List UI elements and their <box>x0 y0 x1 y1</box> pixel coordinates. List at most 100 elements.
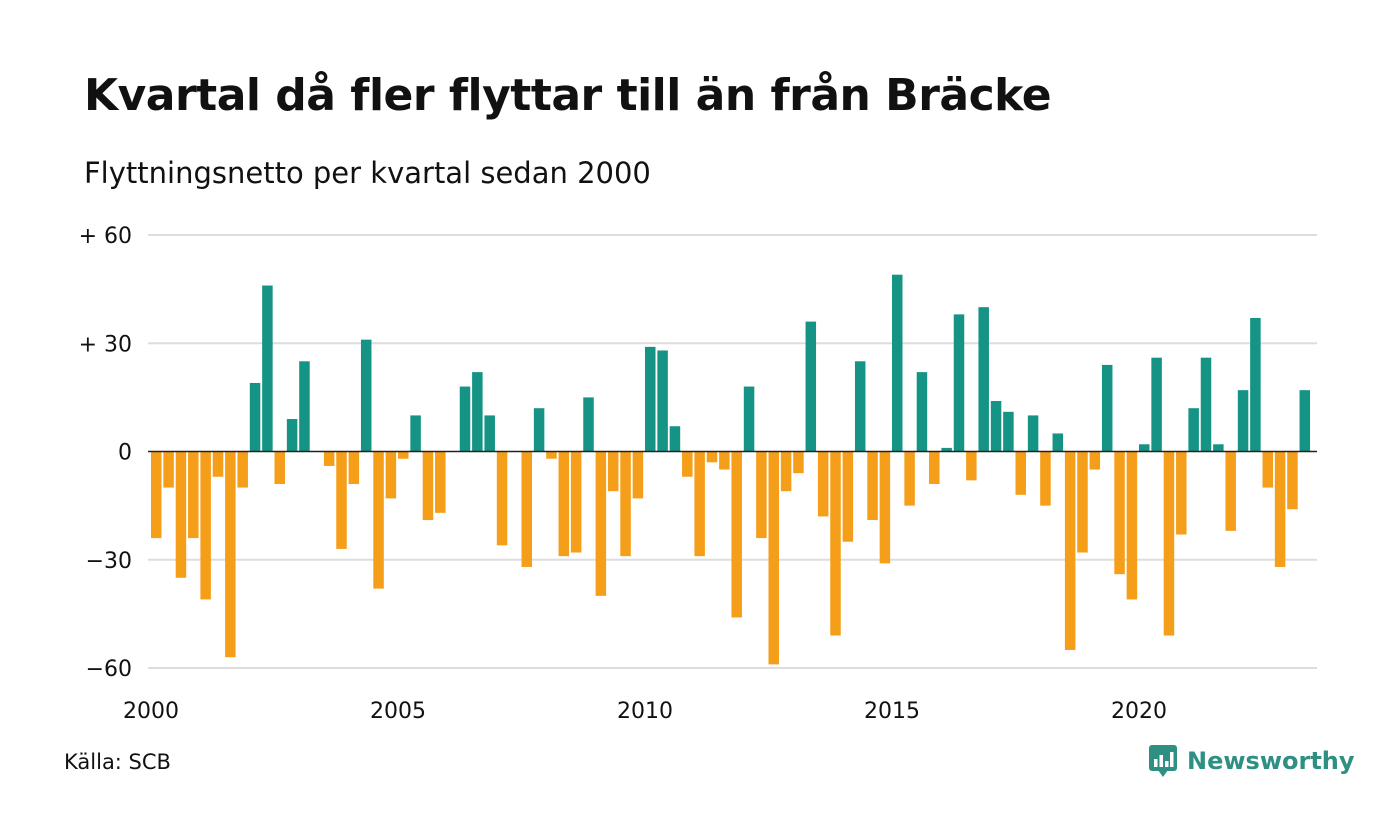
bar-positive <box>805 321 817 452</box>
bar-positive <box>916 372 928 452</box>
x-tick-label: 2020 <box>1111 699 1167 724</box>
bar-positive <box>360 339 372 452</box>
bar-negative <box>768 451 779 665</box>
bar-negative <box>607 451 619 492</box>
bar-negative <box>817 451 829 517</box>
bar-negative <box>188 451 199 539</box>
bar-positive <box>978 307 989 452</box>
brand-logo[interactable]: Newsworthy <box>1148 744 1355 778</box>
x-tick-label: 2000 <box>123 699 179 724</box>
bar-positive <box>484 415 495 452</box>
y-tick-label: −60 <box>86 657 132 682</box>
bar-positive <box>669 426 681 452</box>
bar-negative <box>373 451 384 589</box>
newsworthy-logo-icon <box>1149 745 1177 777</box>
bar-positive <box>1027 415 1039 452</box>
bar-positive <box>990 400 1002 452</box>
bar-positive <box>854 361 866 452</box>
bar-negative <box>151 451 162 539</box>
bar-negative <box>237 451 248 488</box>
bar-positive <box>1052 433 1064 452</box>
bar-negative <box>1077 451 1088 553</box>
bar-negative <box>1287 451 1298 510</box>
bar-negative <box>200 451 211 600</box>
bar-negative <box>780 451 792 492</box>
bar-positive <box>533 408 545 452</box>
brand-name: Newsworthy <box>1187 747 1355 775</box>
axes: + 60 + 30 0 −30 −60 2000 2005 2010 2015 2020 <box>79 224 1317 724</box>
bar-positive <box>249 382 261 452</box>
x-tick-label: 2010 <box>617 699 673 724</box>
bar-positive <box>657 350 668 452</box>
bar-negative <box>694 451 705 557</box>
bar-negative <box>706 451 718 463</box>
bar-positive <box>1299 390 1311 452</box>
bar-positive <box>583 397 594 452</box>
bar-negative <box>274 451 285 484</box>
bar-negative <box>385 451 397 499</box>
bar-negative <box>1274 451 1286 567</box>
bar-negative <box>620 451 631 557</box>
bar-negative <box>682 451 693 477</box>
bar-positive <box>1151 357 1162 452</box>
bar-negative <box>212 451 224 477</box>
y-tick-label: + 60 <box>79 224 132 249</box>
bar-negative <box>904 451 915 506</box>
bar-negative <box>842 451 854 542</box>
bar-negative <box>793 451 804 474</box>
bar-positive <box>1188 408 1199 452</box>
x-tick-label: 2015 <box>864 699 920 724</box>
bar-negative <box>1163 451 1175 636</box>
bar-negative <box>966 451 977 481</box>
bar-negative <box>756 451 767 539</box>
y-tick-label: −30 <box>86 549 132 574</box>
bar-negative <box>1126 451 1138 600</box>
bar-negative <box>521 451 532 567</box>
bar-positive <box>472 372 483 452</box>
bar-negative <box>163 451 174 488</box>
bar-negative <box>632 451 644 499</box>
bars <box>151 274 1311 665</box>
bar-negative <box>398 451 409 459</box>
chart-title: Kvartal då fler flyttar till än från Brä… <box>84 70 1052 121</box>
bar-negative <box>570 451 582 553</box>
bar-negative <box>1089 451 1101 470</box>
bar-positive <box>645 346 656 452</box>
bar-negative <box>1064 451 1076 650</box>
bar-negative <box>1262 451 1273 488</box>
bar-negative <box>558 451 570 557</box>
bar-negative <box>496 451 508 546</box>
bar-negative <box>323 451 335 466</box>
bar-positive <box>262 285 273 452</box>
bar-negative <box>435 451 446 513</box>
y-tick-label: 0 <box>118 441 132 466</box>
source-note: Källa: SCB <box>64 750 171 774</box>
bar-positive <box>953 314 965 452</box>
bar-negative <box>546 451 557 459</box>
bar-positive <box>1200 357 1212 452</box>
bar-positive <box>1250 317 1261 452</box>
bar-negative <box>1114 451 1125 575</box>
bar-negative <box>867 451 878 521</box>
bar-negative <box>595 451 607 596</box>
bar-negative <box>929 451 940 484</box>
bar-positive <box>1237 390 1249 452</box>
bar-negative <box>731 451 742 618</box>
bar-positive <box>1101 364 1113 452</box>
bar-positive <box>941 447 952 452</box>
bar-negative <box>1040 451 1051 506</box>
bar-positive <box>1139 444 1150 452</box>
bar-negative <box>1225 451 1236 531</box>
bar-negative <box>336 451 347 549</box>
bar-positive <box>299 361 310 452</box>
bar-negative <box>348 451 360 484</box>
bar-negative <box>225 451 236 658</box>
bar-positive <box>1003 411 1014 452</box>
chart-subtitle: Flyttningsnetto per kvartal sedan 2000 <box>84 156 651 190</box>
bar-negative <box>175 451 187 578</box>
y-tick-label: + 30 <box>79 332 132 357</box>
bar-negative <box>830 451 841 636</box>
bar-negative <box>1176 451 1187 535</box>
bar-positive <box>286 419 298 452</box>
